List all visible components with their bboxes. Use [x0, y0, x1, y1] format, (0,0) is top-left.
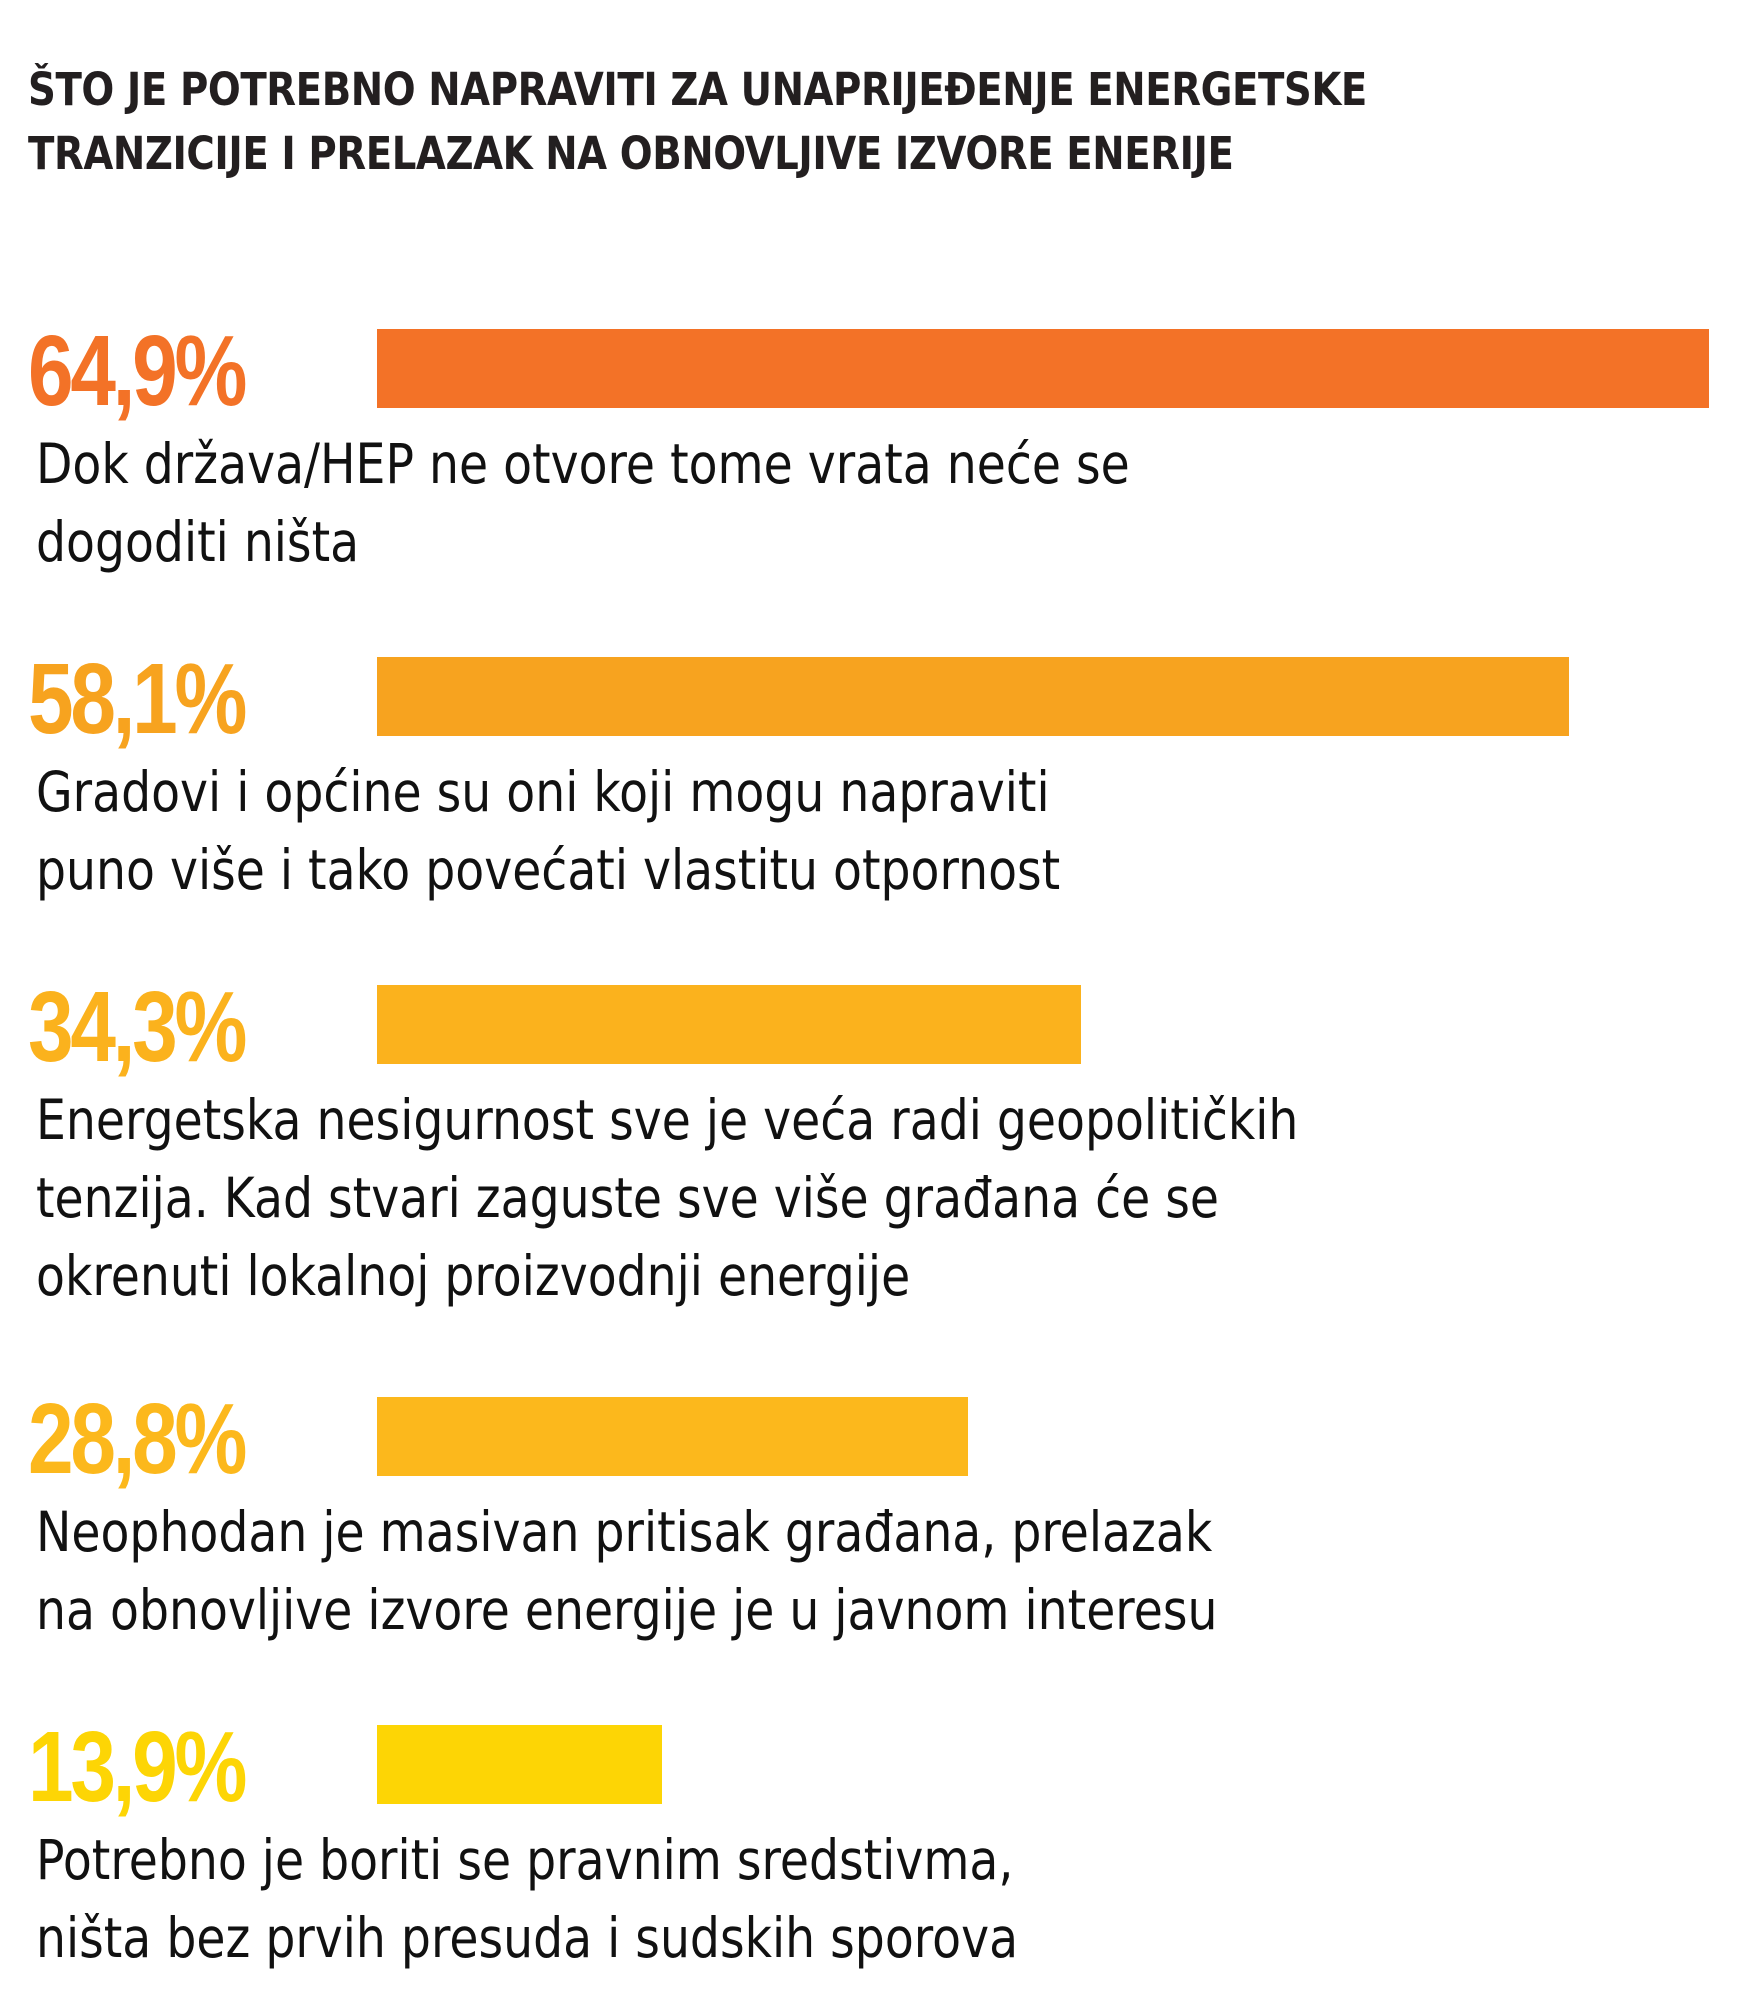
- chart-title-line-2: TRANZICIJE I PRELAZAK NA OBNOVLJIVE IZVO…: [28, 127, 1234, 180]
- value-label: 28,8%: [28, 1383, 247, 1495]
- category-label-line: okrenuti lokalnoj proizvodnji energije: [36, 1244, 911, 1308]
- value-label: 34,3%: [28, 971, 247, 1083]
- category-label-line: Neophodan je masivan pritisak građana, p…: [36, 1500, 1213, 1564]
- category-label: Potrebno je boriti se pravnim sredstivma…: [36, 1821, 1455, 1977]
- category-label: Dok država/HEP ne otvore tome vrata neće…: [36, 425, 1455, 581]
- value-label: 13,9%: [28, 1711, 247, 1823]
- category-label-line: na obnovljive izvore energije je u javno…: [36, 1578, 1218, 1642]
- category-label: Gradovi i općine su oni koji mogu naprav…: [36, 753, 1455, 909]
- chart-title-line-1: ŠTO JE POTREBNO NAPRAVITI ZA UNAPRIJEĐEN…: [28, 63, 1367, 116]
- category-label-line: Energetska nesigurnost sve je veća radi …: [36, 1088, 1299, 1152]
- value-label: 58,1%: [28, 643, 247, 755]
- category-label-line: Dok država/HEP ne otvore tome vrata neće…: [36, 432, 1130, 496]
- category-label-line: tenzija. Kad stvari zaguste sve više gra…: [36, 1166, 1219, 1230]
- category-label: Energetska nesigurnost sve je veća radi …: [36, 1081, 1455, 1315]
- category-label-line: dogoditi ništa: [36, 510, 360, 574]
- bar: [377, 657, 1569, 736]
- category-label: Neophodan je masivan pritisak građana, p…: [36, 1493, 1455, 1649]
- bar: [377, 985, 1081, 1064]
- category-label-line: puno više i tako povećati vlastitu otpor…: [36, 838, 1061, 902]
- chart-title: ŠTO JE POTREBNO NAPRAVITI ZA UNAPRIJEĐEN…: [28, 58, 1490, 186]
- category-label-line: ništa bez prvih presuda i sudskih sporov…: [36, 1906, 1019, 1970]
- bar: [377, 1397, 968, 1476]
- bar: [377, 1725, 662, 1804]
- bar: [377, 329, 1709, 408]
- category-label-line: Potrebno je boriti se pravnim sredstivma…: [36, 1828, 1014, 1892]
- category-label-line: Gradovi i općine su oni koji mogu naprav…: [36, 760, 1050, 824]
- value-label: 64,9%: [28, 315, 247, 427]
